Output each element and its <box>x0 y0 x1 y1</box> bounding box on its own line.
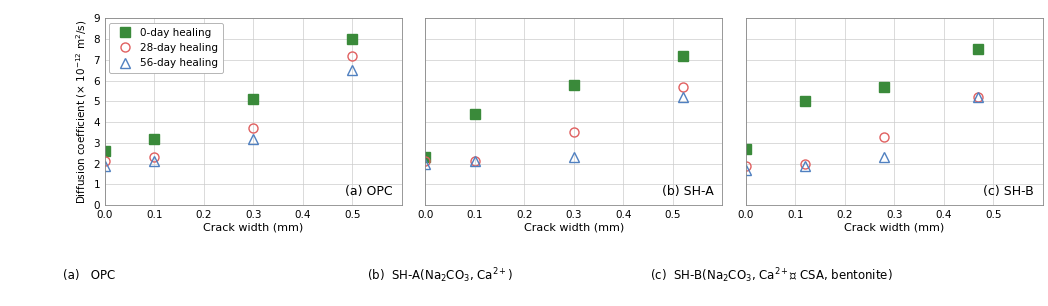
Text: (a)   OPC: (a) OPC <box>63 269 115 282</box>
Legend: 0-day healing, 28-day healing, 56-day healing: 0-day healing, 28-day healing, 56-day he… <box>109 23 223 73</box>
X-axis label: Crack width (mm): Crack width (mm) <box>524 223 624 233</box>
Text: (b)  SH-A(Na$_2$CO$_3$, Ca$^{2+}$): (b) SH-A(Na$_2$CO$_3$, Ca$^{2+}$) <box>367 266 514 285</box>
Text: (c) SH-B: (c) SH-B <box>983 185 1034 198</box>
X-axis label: Crack width (mm): Crack width (mm) <box>845 223 944 233</box>
X-axis label: Crack width (mm): Crack width (mm) <box>203 223 303 233</box>
Text: (b) SH-A: (b) SH-A <box>661 185 714 198</box>
Text: (c)  SH-B(Na$_2$CO$_3$, Ca$^{2+}$와 CSA, bentonite): (c) SH-B(Na$_2$CO$_3$, Ca$^{2+}$와 CSA, b… <box>650 266 893 285</box>
Y-axis label: Diffusion coefficient (× 10$^{-12}$ m$^{2}$/s): Diffusion coefficient (× 10$^{-12}$ m$^{… <box>74 20 89 204</box>
Text: (a) OPC: (a) OPC <box>345 185 393 198</box>
